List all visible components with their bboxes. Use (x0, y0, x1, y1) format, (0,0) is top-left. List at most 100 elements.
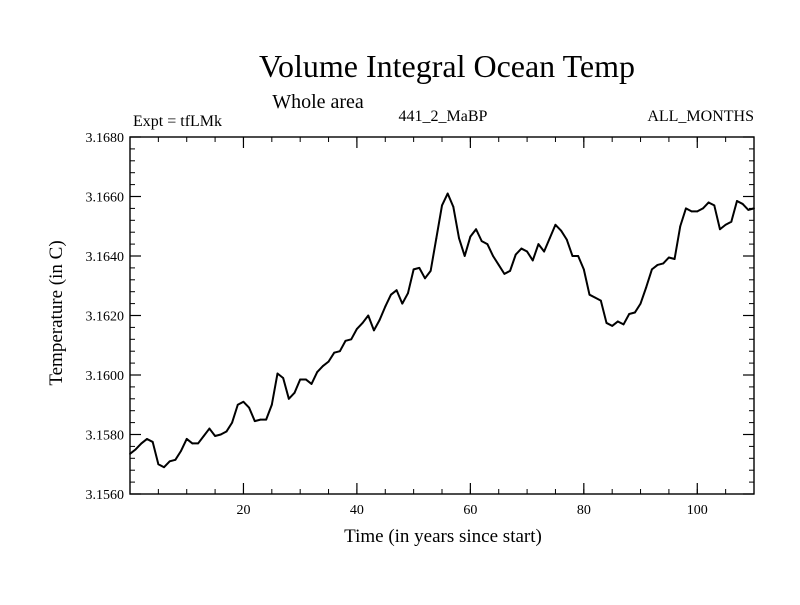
data-point (724, 223, 727, 226)
data-point (163, 466, 165, 469)
data-point (560, 229, 563, 232)
data-point (333, 351, 336, 354)
y-tick-label: 3.1620 (86, 310, 125, 325)
data-point (497, 264, 500, 266)
data-point (685, 207, 687, 210)
data-point (197, 442, 199, 445)
x-axis: 20 40 60 80 100 (157, 137, 727, 518)
data-point (571, 255, 574, 257)
data-point (599, 299, 602, 302)
series-points (129, 192, 755, 469)
y-tick-label: 3.1560 (86, 488, 125, 503)
data-point (208, 427, 211, 430)
data-point (588, 293, 591, 296)
data-point (390, 293, 392, 296)
x-tick-label: 20 (236, 503, 250, 518)
data-point (531, 259, 534, 262)
data-point (350, 338, 353, 341)
data-point (628, 313, 631, 315)
data-point (225, 430, 228, 433)
data-point (736, 200, 738, 202)
data-point (486, 243, 489, 246)
data-point (384, 305, 387, 308)
data-point (327, 360, 330, 363)
x-tick-label: 100 (687, 503, 708, 518)
x-tick-label: 80 (577, 503, 591, 518)
data-point (435, 237, 438, 240)
data-point (458, 237, 460, 240)
data-point (214, 435, 216, 437)
data-point (707, 201, 710, 204)
data-point (605, 322, 608, 324)
data-point (242, 400, 245, 403)
data-point (565, 238, 568, 241)
plot-frame (129, 136, 755, 495)
data-point (356, 327, 358, 330)
data-point (639, 302, 642, 305)
data-point (622, 323, 625, 326)
data-point (594, 296, 597, 299)
y-tick-label: 3.1640 (86, 250, 125, 265)
data-point (270, 403, 273, 406)
data-point (321, 365, 324, 367)
data-point (168, 460, 171, 463)
data-point (231, 421, 234, 424)
data-point (174, 458, 177, 461)
data-point (185, 438, 188, 440)
data-point (373, 329, 375, 332)
data-point (202, 435, 205, 437)
data-point (293, 391, 296, 394)
y-axis: 3.1560 3.1580 3.1600 3.1620 3.1640 3.1660 3.16… (86, 131, 754, 503)
data-point (475, 228, 477, 231)
data-point (543, 250, 546, 253)
data-point (492, 255, 494, 257)
data-point (441, 204, 443, 207)
run-annotation: 441_2_MaBP (399, 108, 488, 125)
y-tick-label: 3.1580 (86, 429, 125, 444)
data-point (463, 255, 466, 257)
data-point (452, 206, 455, 208)
data-point (577, 255, 580, 257)
data-point (259, 418, 262, 421)
data-point (554, 223, 557, 226)
data-point (741, 203, 744, 205)
data-point (418, 267, 421, 269)
data-point (304, 378, 307, 381)
data-point (157, 463, 160, 466)
data-point (702, 207, 704, 210)
data-point (645, 286, 648, 289)
data-point (509, 269, 511, 272)
data-point (265, 418, 268, 421)
x-axis-label: Time (in years since start) (344, 526, 542, 547)
data-point (276, 372, 279, 375)
data-point (480, 240, 483, 243)
data-point (616, 320, 619, 323)
data-point (344, 339, 347, 342)
data-point (582, 268, 585, 271)
y-tick-label: 3.1600 (86, 369, 125, 384)
data-point (191, 442, 194, 445)
chart-title: Volume Integral Ocean Temp (259, 48, 635, 84)
data-point (253, 420, 256, 423)
data-point (679, 225, 682, 228)
data-point (662, 262, 665, 265)
data-point (338, 350, 341, 353)
data-point (395, 289, 398, 292)
data-point (514, 253, 517, 256)
data-point (248, 406, 251, 409)
data-point (401, 302, 404, 305)
data-point (219, 433, 222, 436)
data-point (287, 397, 290, 400)
data-point (719, 228, 721, 231)
data-point (633, 311, 636, 314)
data-point (690, 210, 693, 213)
data-point (713, 204, 716, 207)
months-annotation: ALL_MONTHS (647, 108, 754, 125)
y-axis-label: Temperature (in C) (46, 240, 67, 385)
data-point (367, 314, 370, 317)
data-point (656, 264, 659, 266)
data-point (548, 237, 551, 240)
data-point (236, 403, 239, 406)
x-tick-label: 60 (463, 503, 477, 518)
chart-subtitle: Whole area (272, 91, 364, 113)
